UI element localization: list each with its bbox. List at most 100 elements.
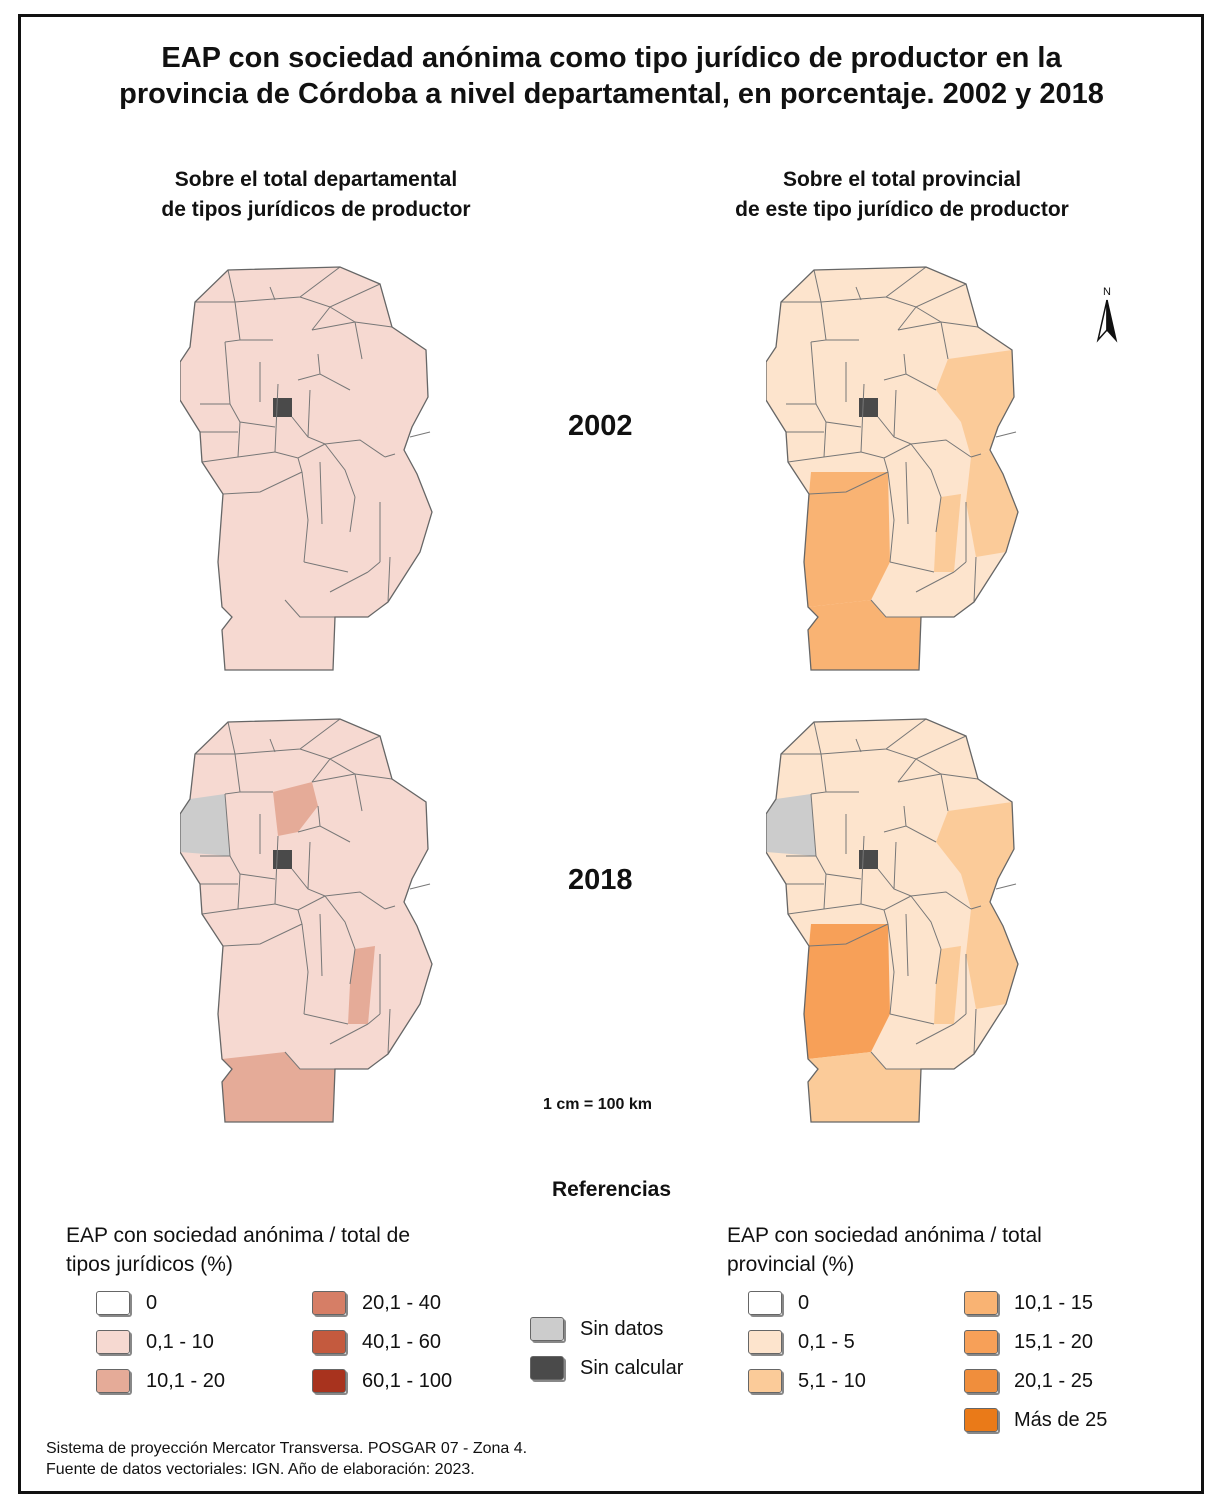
department-border-11 — [200, 403, 276, 428]
department-southCenter — [934, 946, 961, 1024]
department-border-14 — [787, 451, 862, 463]
right-subtitle-line-2: de este tipo jurídico de productor — [735, 198, 1069, 221]
legend-left-item-2-swatch — [96, 1369, 132, 1395]
legend-left-item-3-label: 20,1 - 40 — [362, 1291, 441, 1314]
department-border-19 — [893, 389, 897, 438]
department-border-26 — [324, 443, 356, 498]
map-2018-provincial — [766, 718, 1019, 1123]
map-2002-departmental — [180, 266, 433, 671]
legend-right-item-6-label: Más de 25 — [1014, 1408, 1108, 1431]
legend-right-item-5-swatch — [964, 1369, 1000, 1395]
department-border-33 — [870, 599, 921, 618]
legend-left-item-0-label: 0 — [146, 1291, 158, 1314]
department-border-23 — [222, 923, 303, 947]
department-border-3 — [855, 738, 862, 753]
department-centralEast — [936, 802, 1014, 909]
footer-projection-note: Sistema de proyección Mercator Transvers… — [46, 1440, 528, 1457]
department-border-9 — [940, 321, 949, 360]
department-border-7 — [897, 306, 917, 331]
department-border-34 — [915, 1023, 955, 1045]
north-arrow-icon — [1096, 299, 1118, 343]
department-capital — [273, 398, 292, 417]
department-border-26 — [910, 443, 942, 498]
legend-left-item-2: 10,1 - 20 — [96, 1368, 225, 1395]
legend-right-item-2-swatch — [748, 1369, 784, 1395]
department-border-19 — [893, 841, 897, 890]
legend-right-item-5-label: 20,1 - 25 — [1014, 1369, 1093, 1392]
department-border-25 — [905, 913, 909, 977]
department-border-14 — [201, 451, 276, 463]
department-border-22 — [883, 457, 889, 473]
legend-left-item-4-swatch — [312, 1330, 348, 1356]
legend-right-heading-line-2: provincial (%) — [727, 1253, 855, 1276]
department-border-35 — [409, 883, 431, 890]
department-capital — [859, 850, 878, 869]
department-southCenter — [348, 494, 375, 572]
legend-right-item-4-label: 15,1 - 20 — [1014, 1330, 1093, 1353]
department-border-11 — [786, 403, 862, 428]
legend-right-item-0-swatch — [748, 1291, 784, 1317]
department-border-34 — [329, 571, 369, 593]
department-border-29 — [367, 1013, 381, 1025]
department-border-25 — [319, 913, 323, 977]
department-border-8 — [897, 321, 942, 331]
province-border — [766, 266, 1019, 671]
legend-right-item-6: Más de 25 — [964, 1407, 1108, 1434]
department-capital — [273, 850, 292, 869]
department-south — [218, 924, 304, 1059]
department-centralEast — [936, 350, 1014, 457]
legend-left-item-0: 0 — [96, 1290, 158, 1317]
department-border-10 — [810, 341, 817, 405]
right-subtitle-line-1: Sobre el total provincial — [782, 168, 1022, 191]
department-border-14 — [787, 903, 862, 915]
department-south — [804, 924, 890, 1059]
department-west — [180, 342, 230, 404]
department-east — [380, 450, 432, 557]
map-2002-provincial — [766, 266, 1019, 671]
department-border-3 — [269, 286, 276, 301]
department-centralEast — [350, 350, 428, 457]
department-border-7 — [897, 758, 917, 783]
province-border — [766, 718, 1019, 1123]
legend-left-item-5-label: 60,1 - 100 — [362, 1369, 453, 1392]
legend-left-item-5-swatch — [312, 1369, 348, 1395]
department-centralEast — [350, 802, 428, 909]
department-border-23 — [222, 471, 303, 495]
department-border-23 — [808, 923, 889, 947]
department-border-31 — [970, 453, 982, 458]
department-border-8 — [311, 773, 356, 783]
legend-left-heading: EAP con sociedad anónima / total de tipo… — [66, 1221, 410, 1279]
department-border-24 — [301, 923, 309, 1015]
department-south — [804, 472, 890, 607]
legend-mid-item-1-swatch — [530, 1356, 566, 1382]
year-label-2002: 2002 — [568, 410, 633, 442]
department-border-35 — [409, 431, 431, 438]
legend-right-item-1-swatch — [748, 1330, 784, 1356]
legend-left-item-0-swatch — [96, 1291, 132, 1317]
legend-right-item-3-label: 10,1 - 15 — [1014, 1291, 1093, 1314]
legend-left-heading-line-2: tipos jurídicos (%) — [66, 1253, 233, 1276]
title-line-2: provincia de Córdoba a nivel departament… — [119, 78, 1104, 110]
department-border-11 — [200, 855, 276, 880]
title-line-1: EAP con sociedad anónima como tipo juríd… — [161, 42, 1062, 74]
legend-right-item-6-swatch — [964, 1408, 1000, 1434]
department-border-9 — [354, 321, 363, 360]
department-border-32 — [973, 556, 977, 603]
legend-right-item-2-label: 5,1 - 10 — [798, 1369, 866, 1392]
references-title: Referencias — [551, 1178, 672, 1201]
department-border-32 — [387, 1008, 391, 1055]
right-column-subtitle: Sobre el total provincial de este tipo j… — [672, 165, 1132, 225]
department-border-11 — [786, 855, 862, 880]
department-border-32 — [387, 556, 391, 603]
department-border-3 — [855, 286, 862, 301]
map-title: EAP con sociedad anónima como tipo juríd… — [0, 40, 1223, 112]
legend-right-item-0: 0 — [748, 1290, 809, 1317]
legend-left-heading-line-1: EAP con sociedad anónima / total de — [66, 1224, 411, 1247]
department-border-14 — [201, 903, 276, 915]
department-border-3 — [269, 738, 276, 753]
year-label-2018: 2018 — [568, 864, 633, 896]
department-centerNorth — [273, 782, 318, 836]
department-border-33 — [284, 599, 335, 618]
legend-right-item-4: 15,1 - 20 — [964, 1329, 1093, 1356]
legend-left-item-5: 60,1 - 100 — [312, 1368, 453, 1395]
